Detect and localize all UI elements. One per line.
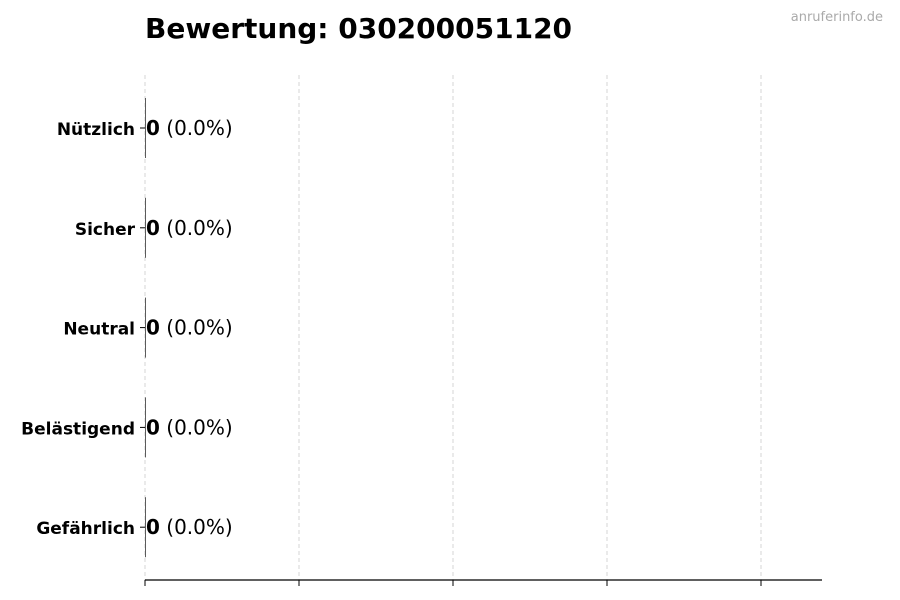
bar-0 bbox=[145, 98, 146, 158]
y-tick-label: Sicher bbox=[75, 220, 136, 240]
data-label: 0 (0.0%) bbox=[146, 316, 233, 340]
data-label: 0 (0.0%) bbox=[146, 515, 233, 539]
data-label: 0 (0.0%) bbox=[146, 116, 233, 140]
data-label: 0 (0.0%) bbox=[146, 415, 233, 439]
y-tick-label: Neutral bbox=[63, 320, 135, 340]
bar-2 bbox=[145, 297, 146, 358]
y-tick-label: Gefährlich bbox=[36, 519, 135, 539]
y-tick-label: Belästigend bbox=[21, 419, 135, 439]
data-label: 0 (0.0%) bbox=[146, 216, 233, 240]
bar-3 bbox=[145, 397, 146, 458]
bar-4 bbox=[145, 497, 146, 558]
watermark: anruferinfo.de bbox=[790, 10, 883, 25]
chart-title: Bewertung: 030200051120 bbox=[145, 12, 573, 45]
bar-1 bbox=[145, 197, 146, 258]
y-tick-label: Nützlich bbox=[57, 120, 135, 140]
